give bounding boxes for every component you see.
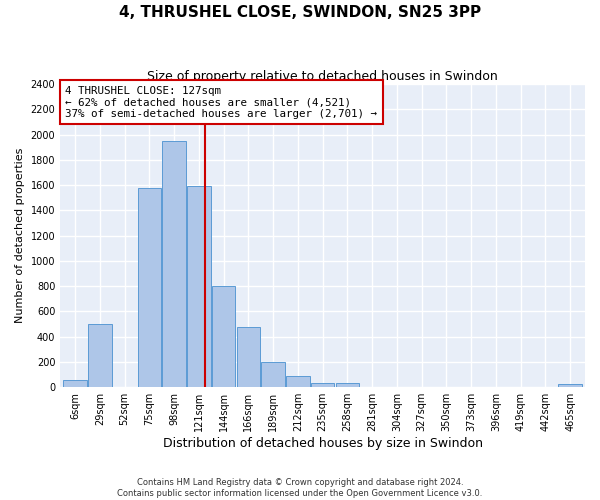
Bar bbox=[262, 362, 285, 387]
Bar bbox=[212, 286, 235, 387]
Bar bbox=[361, 386, 384, 387]
Text: Contains HM Land Registry data © Crown copyright and database right 2024.
Contai: Contains HM Land Registry data © Crown c… bbox=[118, 478, 482, 498]
Bar bbox=[236, 326, 260, 387]
Bar bbox=[385, 386, 409, 387]
Y-axis label: Number of detached properties: Number of detached properties bbox=[15, 148, 25, 324]
Bar bbox=[335, 384, 359, 387]
Title: Size of property relative to detached houses in Swindon: Size of property relative to detached ho… bbox=[147, 70, 498, 83]
Bar bbox=[187, 186, 211, 387]
Bar bbox=[137, 188, 161, 387]
Bar bbox=[88, 324, 112, 387]
Bar bbox=[286, 376, 310, 387]
Text: 4 THRUSHEL CLOSE: 127sqm
← 62% of detached houses are smaller (4,521)
37% of sem: 4 THRUSHEL CLOSE: 127sqm ← 62% of detach… bbox=[65, 86, 377, 119]
Text: 4, THRUSHEL CLOSE, SWINDON, SN25 3PP: 4, THRUSHEL CLOSE, SWINDON, SN25 3PP bbox=[119, 5, 481, 20]
Bar bbox=[63, 380, 87, 387]
Bar bbox=[311, 383, 334, 387]
Bar bbox=[162, 141, 186, 387]
Bar bbox=[559, 384, 582, 387]
X-axis label: Distribution of detached houses by size in Swindon: Distribution of detached houses by size … bbox=[163, 437, 482, 450]
